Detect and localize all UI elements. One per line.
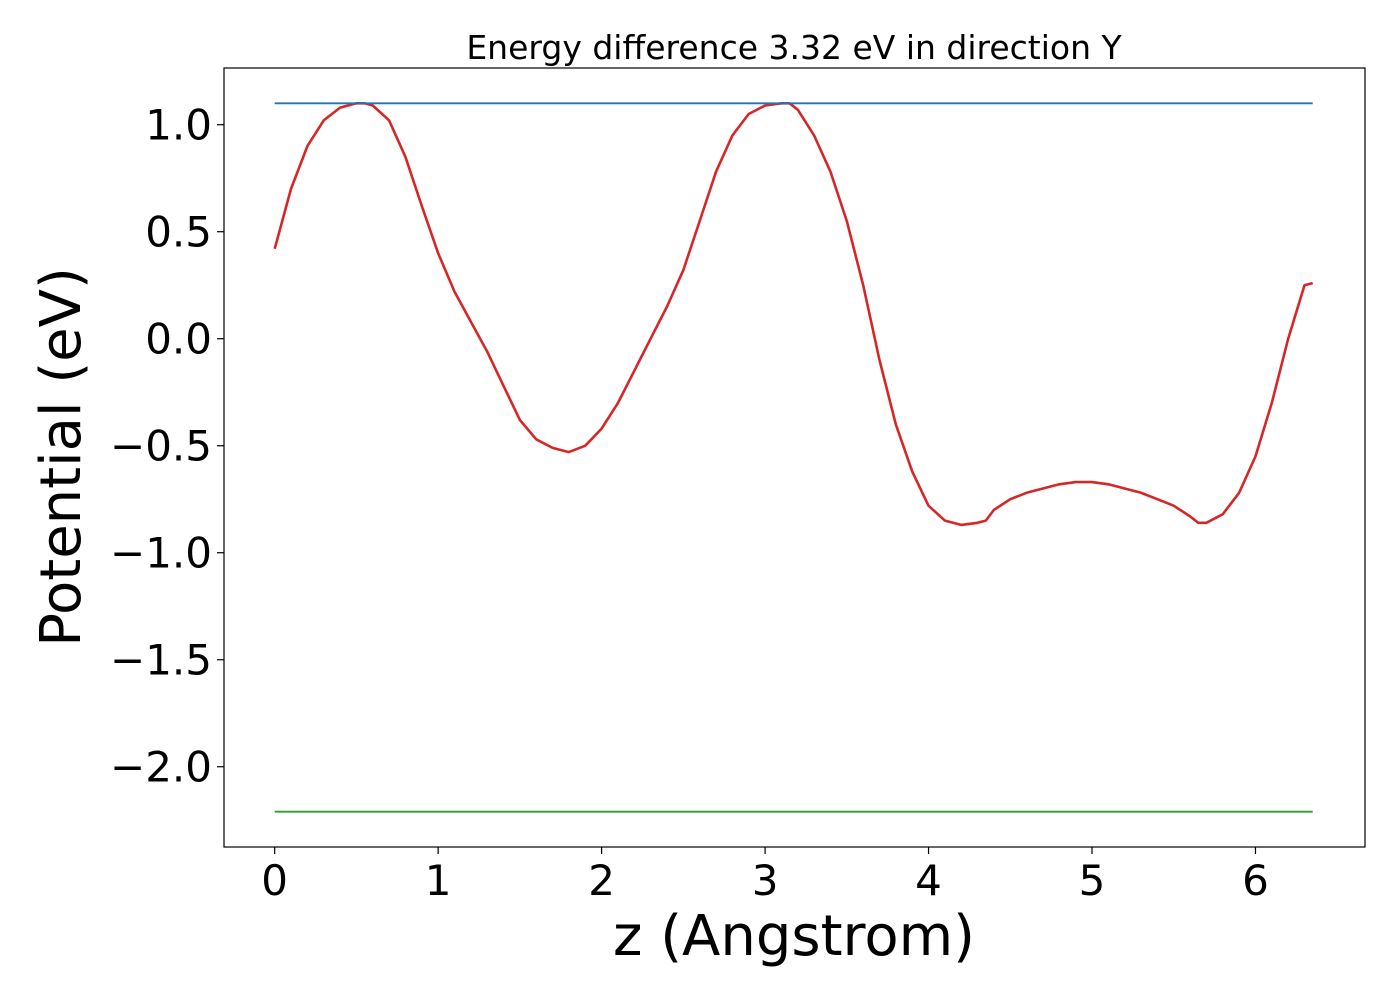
y-tick-label: −0.5 (110, 422, 212, 471)
y-tick-label: 1.0 (145, 101, 212, 150)
y-tick-label: 0.5 (145, 208, 212, 257)
y-tick-label: −1.5 (110, 636, 212, 685)
y-tick-label: 0.0 (145, 315, 212, 364)
chart-title: Energy difference 3.32 eV in direction Y (466, 28, 1122, 67)
x-axis-label: z (Angstrom) (613, 904, 975, 969)
plot-frame (223, 67, 1366, 848)
series-line-0 (273, 102, 1314, 527)
y-tick-label: −1.0 (110, 529, 212, 578)
y-tick-label: −2.0 (110, 743, 212, 792)
x-tick-label: 5 (1079, 856, 1106, 905)
x-tick-label: 3 (752, 856, 779, 905)
x-tick-label: 0 (261, 856, 288, 905)
x-tick-label: 6 (1242, 856, 1269, 905)
y-axis-ticks: 1.0 0.5 0.0 −0.5 −1.0 −1.5 −2.0 (110, 101, 224, 792)
x-tick-label: 2 (588, 856, 615, 905)
x-tick-label: 4 (915, 856, 942, 905)
x-axis-ticks: 0 1 2 3 4 5 6 (261, 847, 1269, 905)
y-axis-label: Potential (eV) (29, 267, 94, 647)
x-tick-label: 1 (425, 856, 452, 905)
plot-area (273, 102, 1314, 813)
